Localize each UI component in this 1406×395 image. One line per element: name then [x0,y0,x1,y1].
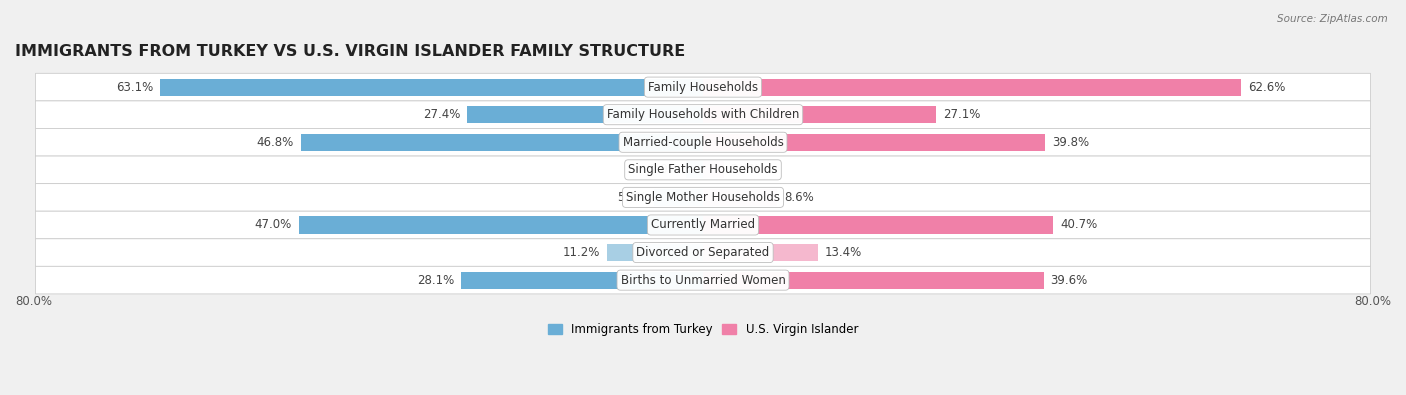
Text: Family Households with Children: Family Households with Children [607,108,799,121]
Text: 62.6%: 62.6% [1249,81,1285,94]
Text: Single Mother Households: Single Mother Households [626,191,780,204]
Text: Currently Married: Currently Married [651,218,755,231]
Bar [301,134,703,151]
FancyBboxPatch shape [35,184,1371,211]
Bar [654,189,703,206]
Text: 13.4%: 13.4% [825,246,862,259]
Bar [703,244,818,261]
Bar [467,106,703,123]
Text: 80.0%: 80.0% [1354,295,1391,308]
Text: 39.8%: 39.8% [1052,136,1090,149]
Text: 46.8%: 46.8% [256,136,294,149]
Text: 27.4%: 27.4% [423,108,461,121]
Bar [703,134,1045,151]
Text: Divorced or Separated: Divorced or Separated [637,246,769,259]
Text: 47.0%: 47.0% [254,218,292,231]
Text: IMMIGRANTS FROM TURKEY VS U.S. VIRGIN ISLANDER FAMILY STRUCTURE: IMMIGRANTS FROM TURKEY VS U.S. VIRGIN IS… [15,43,685,58]
Text: 80.0%: 80.0% [15,295,52,308]
Text: Births to Unmarried Women: Births to Unmarried Women [620,274,786,287]
FancyBboxPatch shape [35,211,1371,239]
Bar [703,189,778,206]
Text: Source: ZipAtlas.com: Source: ZipAtlas.com [1277,14,1388,24]
Text: 39.6%: 39.6% [1050,274,1088,287]
FancyBboxPatch shape [35,156,1371,184]
Bar [703,79,1241,96]
Text: 8.6%: 8.6% [783,191,814,204]
Bar [703,161,724,179]
Bar [160,79,703,96]
Bar [703,216,1053,233]
Bar [299,216,703,233]
Text: 27.1%: 27.1% [943,108,980,121]
Text: Single Father Households: Single Father Households [628,164,778,176]
Bar [461,272,703,289]
Bar [606,244,703,261]
FancyBboxPatch shape [35,73,1371,101]
Text: 2.0%: 2.0% [650,164,679,176]
Text: 63.1%: 63.1% [117,81,153,94]
Text: 2.4%: 2.4% [731,164,761,176]
Text: 28.1%: 28.1% [418,274,454,287]
Text: Married-couple Households: Married-couple Households [623,136,783,149]
Bar [703,106,936,123]
Legend: Immigrants from Turkey, U.S. Virgin Islander: Immigrants from Turkey, U.S. Virgin Isla… [546,321,860,339]
Text: 5.7%: 5.7% [617,191,647,204]
Bar [686,161,703,179]
FancyBboxPatch shape [35,239,1371,266]
FancyBboxPatch shape [35,128,1371,156]
Text: 40.7%: 40.7% [1060,218,1097,231]
Text: 11.2%: 11.2% [562,246,600,259]
FancyBboxPatch shape [35,101,1371,128]
Bar [703,272,1043,289]
Text: Family Households: Family Households [648,81,758,94]
FancyBboxPatch shape [35,266,1371,294]
